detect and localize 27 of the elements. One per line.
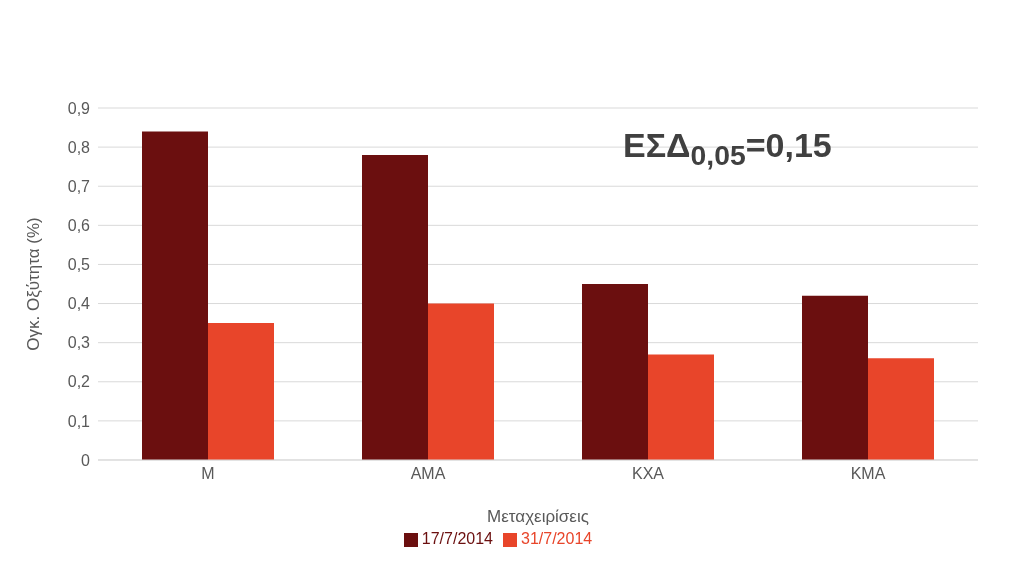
bar bbox=[428, 303, 494, 460]
bar bbox=[802, 295, 868, 460]
bar bbox=[362, 154, 428, 460]
y-tick-label: 0,1 bbox=[67, 412, 91, 430]
legend-label: 17/7/2014 bbox=[421, 530, 493, 547]
y-tick-label: 0,8 bbox=[67, 138, 91, 156]
y-tick-label: 0,6 bbox=[67, 217, 91, 235]
legend-label: 31/7/2014 bbox=[521, 530, 593, 547]
x-tick-label: M bbox=[201, 465, 215, 483]
x-tick-label: AMA bbox=[410, 465, 446, 483]
x-axis-title: Μεταχειρίσεις bbox=[487, 507, 589, 526]
bar bbox=[142, 131, 208, 460]
bar bbox=[868, 358, 934, 460]
x-tick-label: KMA bbox=[850, 465, 886, 483]
bar bbox=[648, 354, 714, 460]
bar bbox=[208, 323, 274, 460]
y-tick-label: 0,4 bbox=[67, 295, 91, 313]
y-tick-label: 0,9 bbox=[67, 99, 91, 117]
y-axis-title: Ογκ. Οξύτητα (%) bbox=[24, 217, 44, 351]
y-tick-label: 0 bbox=[81, 451, 91, 469]
x-tick-label: KXA bbox=[631, 465, 665, 483]
y-tick-label: 0,5 bbox=[67, 256, 91, 274]
bar bbox=[582, 284, 648, 460]
annotation: ΕΣΔ$_{0,05}$=0,15 bbox=[623, 126, 832, 172]
y-tick-label: 0,2 bbox=[67, 373, 91, 391]
y-tick-label: 0,3 bbox=[67, 334, 91, 352]
y-tick-label: 0,7 bbox=[67, 177, 91, 195]
